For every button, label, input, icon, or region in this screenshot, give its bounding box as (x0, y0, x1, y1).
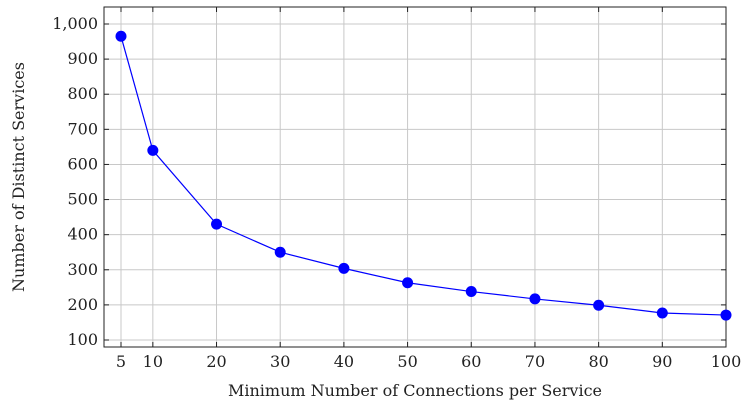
grid-lines (104, 7, 727, 347)
x-tick-label: 5 (116, 352, 126, 371)
y-tick-label: 300 (67, 260, 98, 279)
data-point (402, 277, 414, 289)
data-point (656, 307, 668, 319)
data-point (274, 246, 286, 258)
x-tick-label: 50 (397, 352, 417, 371)
y-tick-label: 500 (67, 190, 98, 209)
plot-frame (103, 6, 727, 348)
y-tick-label: 900 (67, 49, 98, 68)
x-tick-label: 40 (334, 352, 354, 371)
y-axis-ticks: 100 200 300 400 500 600 700 800 900 1,000 (52, 14, 726, 349)
y-tick-label: 400 (67, 225, 98, 244)
data-point (211, 218, 223, 230)
data-point (147, 144, 159, 156)
x-axis-label: Minimum Number of Connections per Servic… (228, 381, 602, 400)
data-point (720, 309, 732, 321)
y-tick-label: 200 (67, 295, 98, 314)
y-tick-label: 700 (67, 119, 98, 138)
data-point (338, 262, 350, 274)
x-tick-label: 70 (525, 352, 545, 371)
data-point (593, 299, 605, 311)
y-axis-label: Number of Distinct Services (9, 62, 28, 292)
x-tick-label: 20 (206, 352, 226, 371)
y-tick-label: 1,000 (52, 14, 98, 33)
y-tick-label: 800 (67, 84, 98, 103)
x-tick-label: 90 (652, 352, 672, 371)
data-point (115, 30, 127, 42)
data-point (465, 286, 477, 298)
x-axis-ticks: 5 10 20 30 40 50 60 70 80 90 100 (116, 7, 741, 371)
series-layer (115, 30, 732, 321)
x-tick-label: 80 (588, 352, 608, 371)
x-tick-label: 60 (461, 352, 481, 371)
series-line (120, 36, 727, 316)
x-tick-label: 100 (711, 352, 742, 371)
data-point (529, 293, 541, 305)
x-tick-label: 30 (270, 352, 290, 371)
x-tick-label: 10 (143, 352, 163, 371)
y-tick-label: 600 (67, 154, 98, 173)
y-tick-label: 100 (67, 330, 98, 349)
